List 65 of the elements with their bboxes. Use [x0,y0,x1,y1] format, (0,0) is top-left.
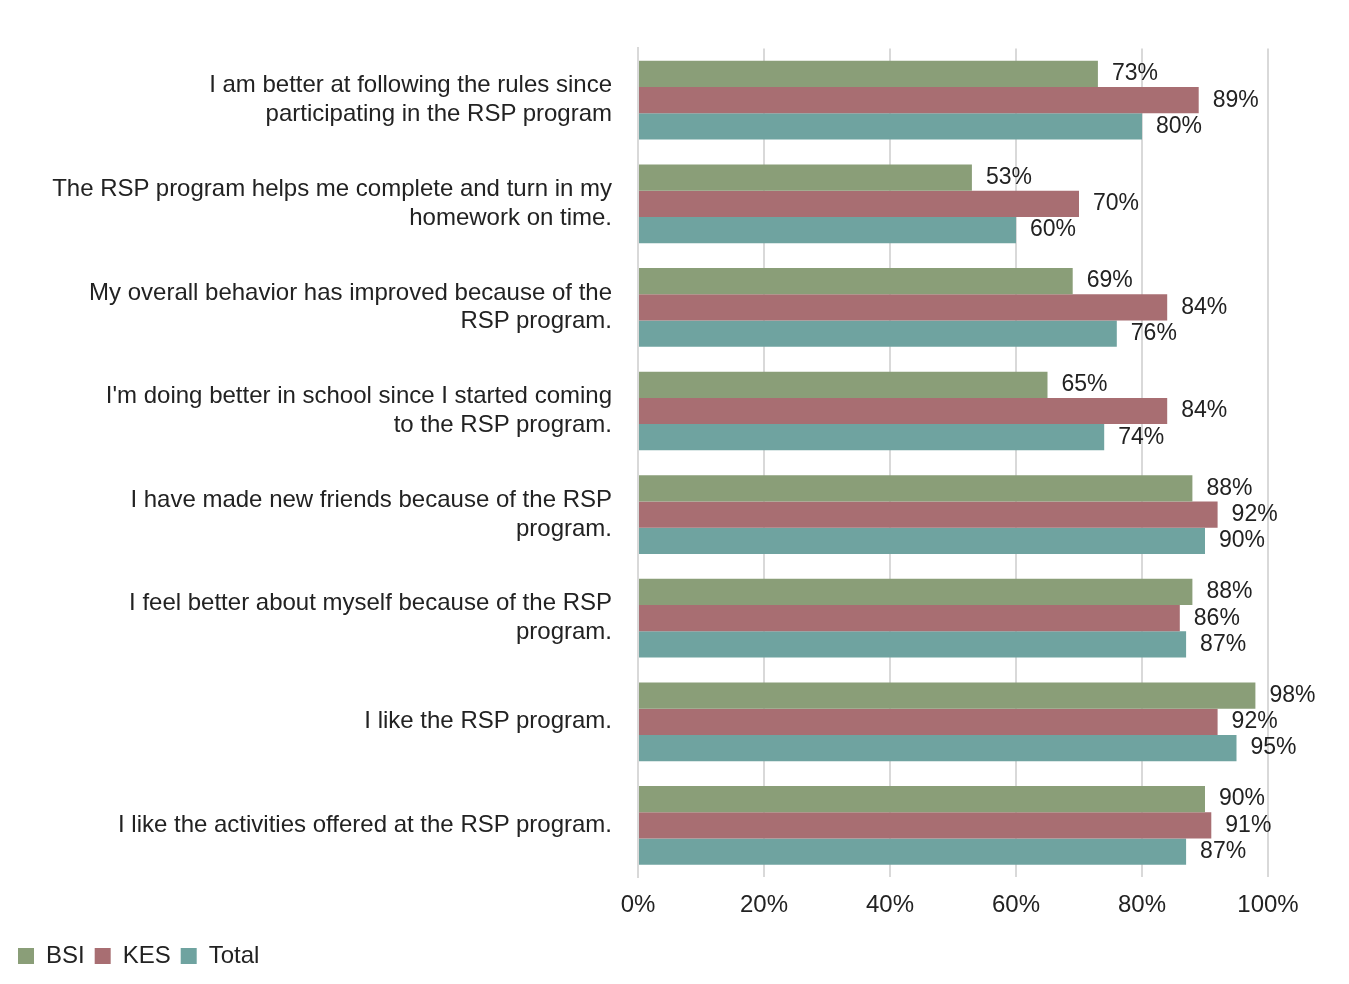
legend-label: Total [208,940,260,968]
bar [639,786,1205,813]
bar [639,371,1048,398]
bar [639,734,1237,762]
x-tick-label: 40% [865,890,915,918]
data-label: 92% [1231,707,1278,734]
y-tick-label: I am better at following the rules since participating in the RSP program [209,70,612,127]
data-label: 88% [1206,473,1253,500]
data-label: 92% [1231,499,1278,526]
bar [639,320,1117,347]
bar [639,268,1073,295]
x-tick-label: 80% [1117,890,1167,918]
bar [639,164,972,191]
bar [639,527,1205,554]
bar [639,631,1187,658]
legend-label: KES [122,940,171,968]
data-label: 90% [1219,784,1266,811]
bar [639,605,1180,632]
y-tick-label: I'm doing better in school since I started coming to the RSP program. [105,381,612,438]
bar [639,578,1193,606]
data-label: 60% [1030,215,1077,242]
data-label: 86% [1193,603,1240,630]
y-tick-label: I feel better about myself because of the RSP program. [129,588,612,645]
bar [639,113,1142,140]
x-tick-label: 100% [1237,890,1299,918]
bar [639,812,1212,839]
x-tick-label: 20% [739,890,789,918]
data-label: 84% [1181,292,1228,319]
data-label: 76% [1130,318,1177,345]
data-label: 73% [1111,59,1158,86]
bar [639,216,1016,244]
data-label: 80% [1156,111,1203,138]
bar [639,190,1079,217]
y-tick-label: I like the activities offered at the RSP program. [117,810,612,838]
bar [639,708,1218,735]
bar [639,475,1193,502]
data-label: 70% [1093,189,1140,216]
data-label: 90% [1219,526,1266,553]
data-label: 84% [1181,396,1228,423]
bar [639,87,1199,114]
data-label: 69% [1086,266,1133,293]
y-tick-label: My overall behavior has improved because of the RSP program. [89,277,612,334]
data-label: 88% [1206,577,1253,604]
data-label: 74% [1118,422,1165,449]
y-tick-label: I have made new friends because of the RSP program. [130,484,612,541]
data-label: 87% [1200,836,1247,863]
data-label: 98% [1269,680,1316,707]
data-label: 91% [1225,810,1272,837]
bar [639,60,1098,88]
data-label: 65% [1061,370,1108,397]
bar [639,397,1168,425]
bar [639,501,1218,528]
bar [639,838,1187,865]
bar [639,682,1256,709]
legend-label: BSI [46,940,85,968]
data-label: 53% [985,162,1032,189]
bar [639,294,1168,321]
data-label: 87% [1200,629,1247,656]
y-tick-label: The RSP program helps me complete and turn in my homework on time. [52,174,612,230]
data-label: 95% [1250,733,1297,760]
data-label: 89% [1212,85,1259,112]
x-tick-label: 60% [991,890,1041,918]
x-tick-label: 0% [620,890,656,918]
y-tick-label: I like the RSP program. [364,706,612,734]
bar [639,424,1105,451]
